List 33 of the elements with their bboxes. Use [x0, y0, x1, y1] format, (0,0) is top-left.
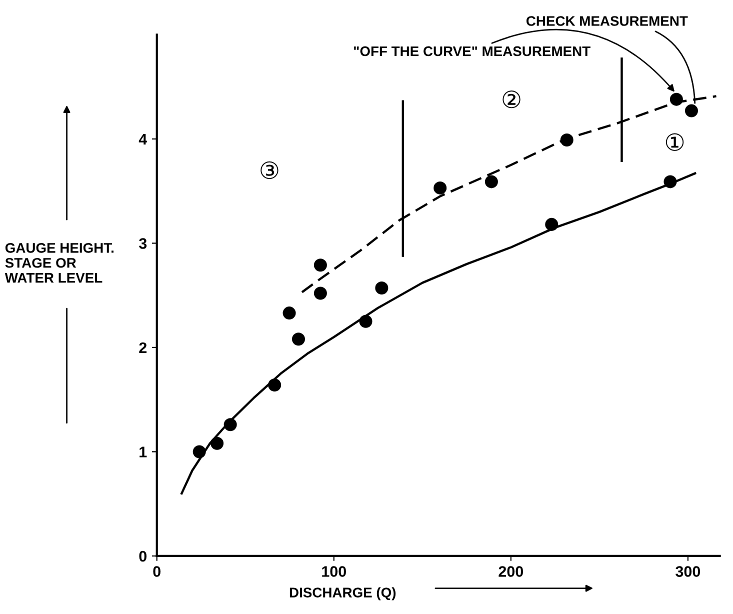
- point: [282, 306, 296, 320]
- y-axis-title: GAUGE HEIGHT. STAGE OR WATER LEVEL: [4, 242, 114, 283]
- annotation: "OFF THE CURVE" MEASUREMENT: [354, 46, 590, 56]
- point: [210, 436, 224, 450]
- y-tick-label: 1: [140, 446, 147, 458]
- point: [292, 332, 305, 346]
- annotation: ②: [502, 90, 520, 108]
- y-tick-label: 2: [139, 342, 147, 353]
- y-tick-label: 4: [138, 134, 148, 144]
- y-tick-label: 0: [139, 550, 147, 562]
- x-tick-label: 300: [676, 566, 700, 577]
- point: [684, 104, 698, 118]
- point: [670, 92, 683, 106]
- point: [560, 133, 574, 146]
- annotation: ③: [260, 161, 278, 180]
- point: [664, 175, 677, 188]
- point: [314, 286, 327, 300]
- y-tick-label: 3: [138, 238, 147, 249]
- x-tick-label: 0: [153, 566, 160, 577]
- point: [192, 445, 206, 458]
- point: [314, 258, 327, 272]
- annotation: CHECK MEASUREMENT: [526, 16, 688, 26]
- point: [224, 418, 237, 432]
- point: [545, 218, 558, 231]
- point: [434, 181, 447, 194]
- point: [484, 175, 498, 188]
- point: [375, 282, 388, 295]
- annotation: ①: [666, 133, 684, 151]
- point: [268, 378, 282, 392]
- x-tick-label: 100: [322, 566, 346, 577]
- x-tick-label: 200: [498, 566, 524, 577]
- x-axis-title: DISCHARGE (Q): [290, 587, 396, 600]
- point: [359, 314, 372, 328]
